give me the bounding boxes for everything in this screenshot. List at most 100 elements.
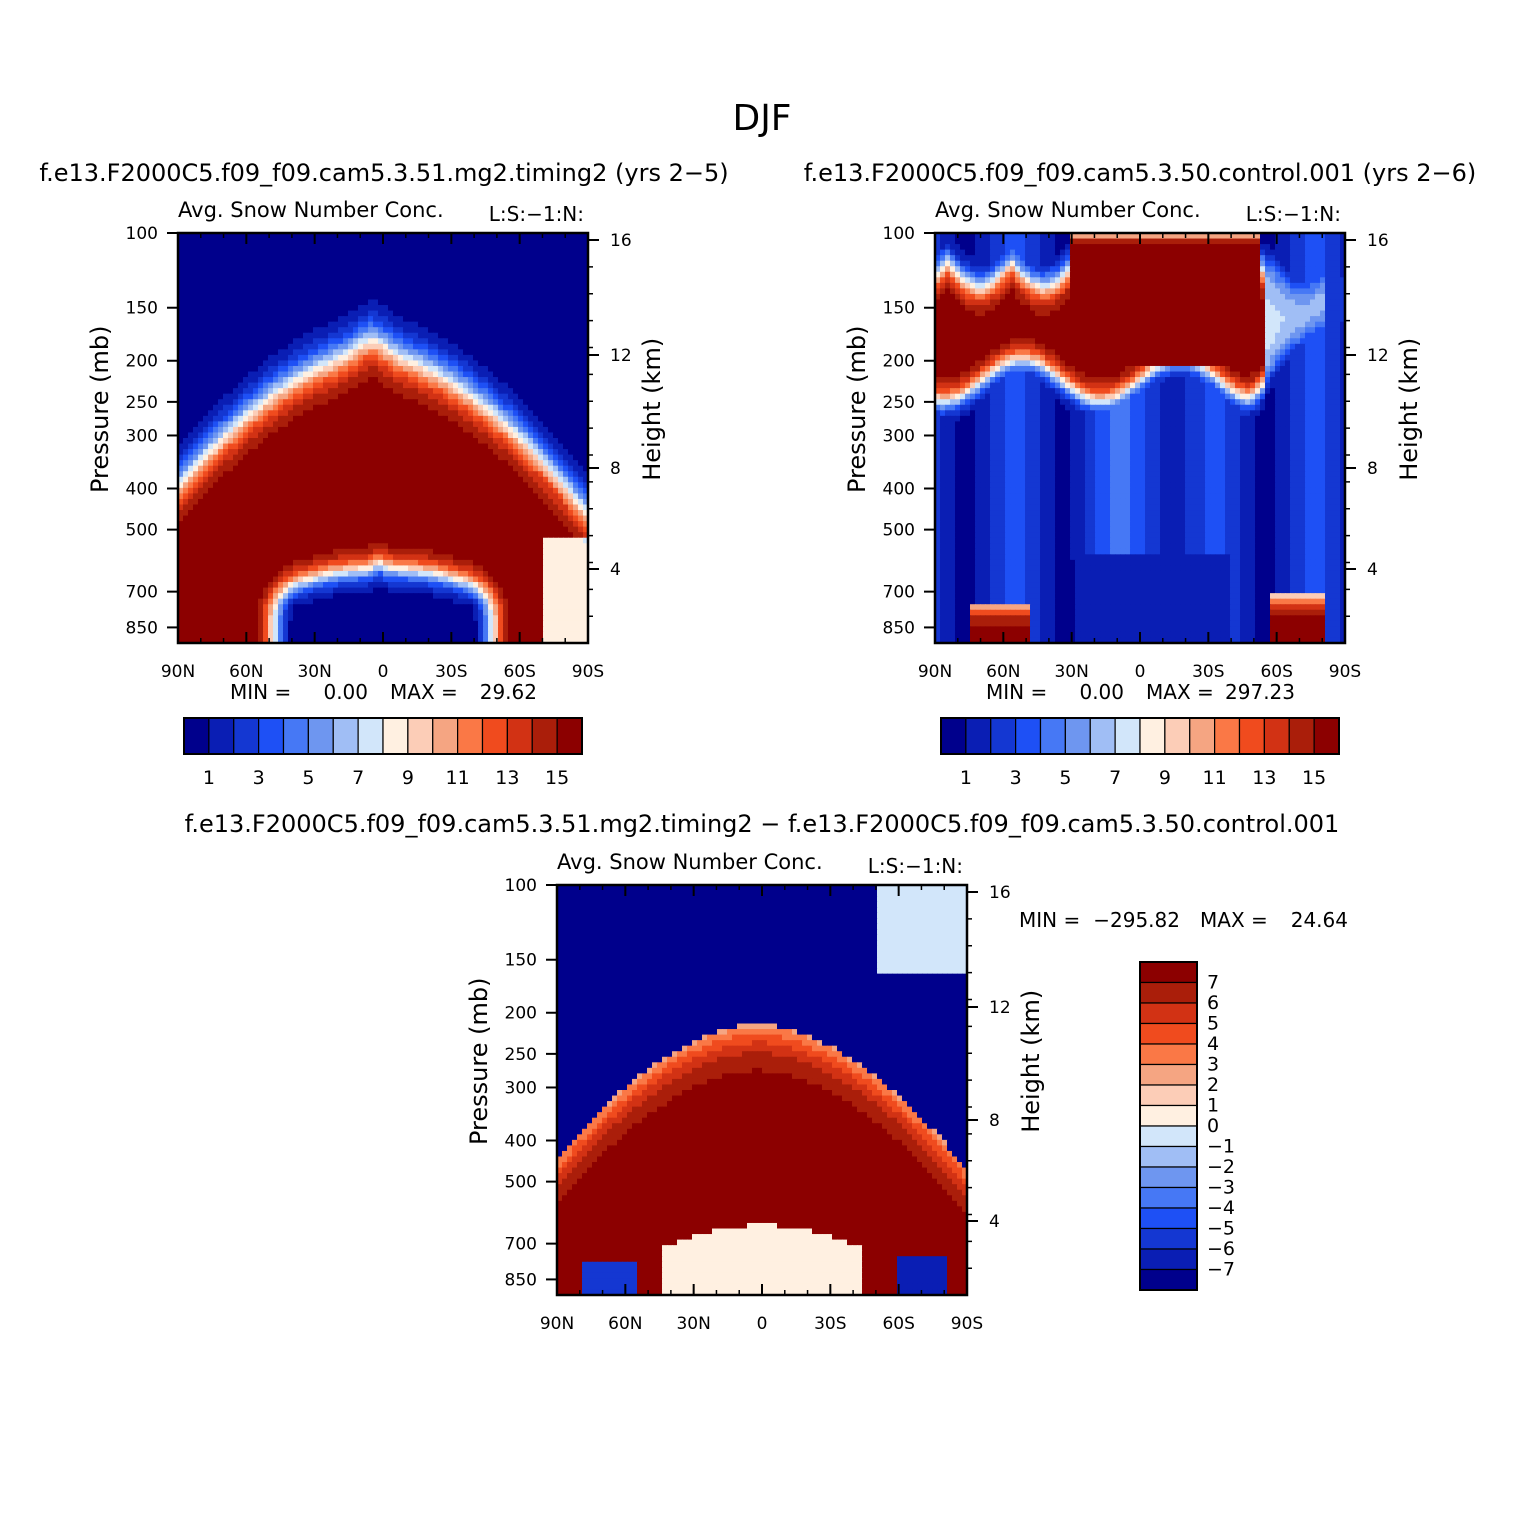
contour-cell [418, 493, 424, 499]
contour-cell [388, 250, 394, 256]
contour-cell [363, 516, 369, 522]
contour-cell [268, 560, 274, 566]
contour-cell [213, 460, 219, 466]
contour-cell [443, 311, 449, 317]
contour-cell [478, 239, 484, 245]
contour-cell [253, 532, 259, 538]
contour-cell [573, 449, 579, 455]
contour-cell [453, 516, 459, 522]
contour-cell [243, 333, 249, 339]
contour-field [178, 233, 589, 644]
contour-cell [518, 360, 524, 366]
contour-cell [418, 355, 424, 361]
contour-cell [413, 527, 419, 533]
contour-cell [228, 322, 234, 328]
contour-cell [453, 427, 459, 433]
contour-cell [363, 244, 369, 250]
contour-cell [433, 504, 439, 510]
contour-cell [293, 482, 299, 488]
contour-cell [403, 560, 409, 566]
contour-cell [533, 438, 539, 444]
contour-cell [573, 455, 579, 461]
contour-cell [233, 405, 239, 411]
contour-cell [328, 266, 334, 272]
contour-cell [358, 532, 364, 538]
contour-cell [568, 466, 574, 472]
contour-cell [558, 266, 564, 272]
contour-cell [478, 488, 484, 494]
contour-cell [433, 488, 439, 494]
contour-cell [423, 455, 429, 461]
contour-cell [438, 305, 444, 311]
contour-cell [193, 477, 199, 483]
contour-cell [513, 510, 519, 516]
contour-cell [278, 366, 284, 372]
contour-cell [213, 499, 219, 505]
contour-cell [308, 455, 314, 461]
contour-cell [578, 521, 584, 527]
contour-cell [528, 288, 534, 294]
contour-cell [553, 383, 559, 389]
contour-cell [483, 283, 489, 289]
contour-cell [228, 316, 234, 322]
contour-cell [243, 460, 249, 466]
contour-cell [523, 277, 529, 283]
contour-cell [258, 261, 264, 267]
contour-cell [473, 565, 479, 571]
contour-cell [568, 360, 574, 366]
contour-cell [213, 488, 219, 494]
contour-cell [388, 554, 394, 560]
contour-cell [338, 266, 344, 272]
contour-cell [283, 410, 289, 416]
contour-cell [548, 349, 554, 355]
contour-cell [353, 394, 359, 400]
contour-cell [293, 527, 299, 533]
contour-cell [288, 449, 294, 455]
contour-cell [503, 305, 509, 311]
contour-cell [483, 327, 489, 333]
contour-cell [543, 261, 549, 267]
contour-cell [308, 394, 314, 400]
contour-cell [483, 355, 489, 361]
contour-cell [573, 255, 579, 261]
contour-cell [238, 449, 244, 455]
contour-cell [363, 239, 369, 245]
contour-cell [548, 471, 554, 477]
contour-cell [273, 444, 279, 450]
contour-cell [403, 516, 409, 522]
contour-cell [243, 294, 249, 300]
units-label: L:S:−1:N: [489, 202, 584, 226]
figure-title: DJF [732, 98, 791, 139]
contour-cell [558, 377, 564, 383]
contour-cell [293, 322, 299, 328]
contour-cell [353, 255, 359, 261]
contour-cell [253, 250, 259, 256]
contour-cell [228, 255, 234, 261]
contour-cell [373, 394, 379, 400]
contour-cell [513, 521, 519, 527]
contour-cell [308, 444, 314, 450]
contour-cell [493, 554, 499, 560]
contour-cell [278, 266, 284, 272]
contour-cell [548, 372, 554, 378]
contour-cell [348, 416, 354, 422]
contour-cell [198, 355, 204, 361]
contour-cell [193, 355, 199, 361]
contour-cell [493, 460, 499, 466]
contour-cell [533, 338, 539, 344]
contour-cell [288, 305, 294, 311]
contour-cell [473, 416, 479, 422]
contour-cell [323, 272, 329, 278]
contour-cell [553, 244, 559, 250]
contour-cell [348, 283, 354, 289]
contour-cell [248, 305, 254, 311]
contour-cell [343, 482, 349, 488]
contour-cell [208, 294, 214, 300]
contour-cell [233, 410, 239, 416]
contour-cell [223, 455, 229, 461]
contour-cell [353, 333, 359, 339]
contour-cell [378, 399, 384, 405]
contour-cell [268, 471, 274, 477]
contour-cell [478, 527, 484, 533]
contour-cell [433, 482, 439, 488]
